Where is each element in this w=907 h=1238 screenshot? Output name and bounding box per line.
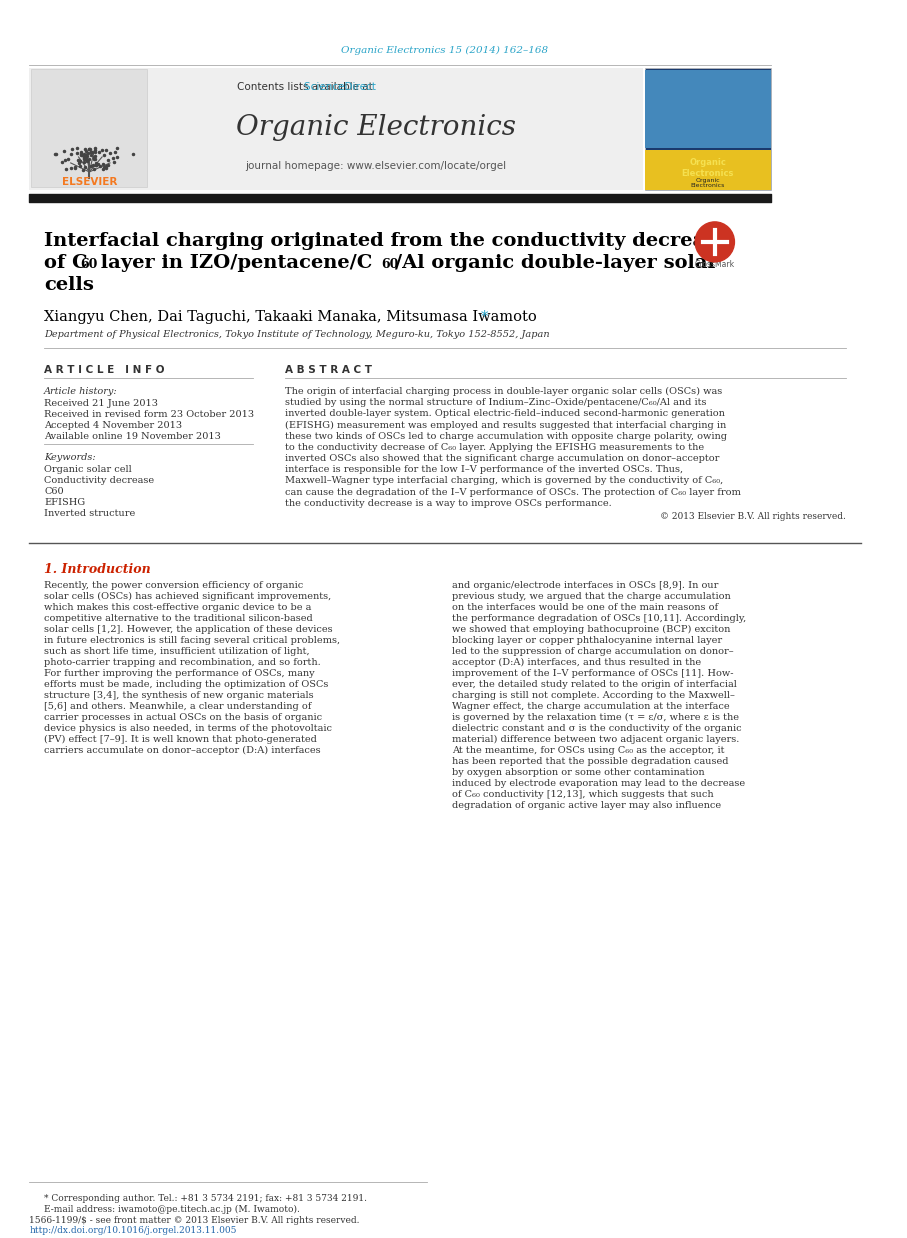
Text: Received in revised form 23 October 2013: Received in revised form 23 October 2013 <box>44 410 254 418</box>
Text: competitive alternative to the traditional silicon-based: competitive alternative to the tradition… <box>44 614 313 623</box>
Text: inverted double-layer system. Optical electric-field–induced second-harmonic gen: inverted double-layer system. Optical el… <box>285 410 725 418</box>
Text: layer in IZO/pentacene/C: layer in IZO/pentacene/C <box>94 254 373 272</box>
Text: *: * <box>481 310 489 324</box>
Text: 1. Introduction: 1. Introduction <box>44 563 151 576</box>
Text: Organic
Electronics: Organic Electronics <box>691 177 725 188</box>
Text: Contents lists available at: Contents lists available at <box>237 82 376 92</box>
Text: Organic
Electronics: Organic Electronics <box>682 158 734 177</box>
Text: Organic solar cell: Organic solar cell <box>44 464 132 474</box>
Text: degradation of organic active layer may also influence: degradation of organic active layer may … <box>452 801 721 810</box>
Text: Maxwell–Wagner type interfacial charging, which is governed by the conductivity : Maxwell–Wagner type interfacial charging… <box>285 477 723 485</box>
Text: C60: C60 <box>44 487 63 495</box>
Text: the performance degradation of OSCs [10,11]. Accordingly,: the performance degradation of OSCs [10,… <box>452 614 746 623</box>
Text: Received 21 June 2013: Received 21 June 2013 <box>44 399 158 407</box>
Text: 60: 60 <box>81 258 98 271</box>
Text: Conductivity decrease: Conductivity decrease <box>44 475 154 485</box>
Text: A R T I C L E   I N F O: A R T I C L E I N F O <box>44 365 165 375</box>
Text: 1566-1199/$ - see front matter © 2013 Elsevier B.V. All rights reserved.: 1566-1199/$ - see front matter © 2013 El… <box>29 1217 360 1226</box>
Text: to the conductivity decrease of C₆₀ layer. Applying the EFISHG measurements to t: to the conductivity decrease of C₆₀ laye… <box>285 443 704 452</box>
Text: studied by using the normal structure of Indium–Zinc–Oxide/pentacene/C₆₀/Al and : studied by using the normal structure of… <box>285 399 707 407</box>
Text: carriers accumulate on donor–acceptor (D:A) interfaces: carriers accumulate on donor–acceptor (D… <box>44 745 321 755</box>
Text: such as short life time, insufficient utilization of light,: such as short life time, insufficient ut… <box>44 646 310 656</box>
Text: material) difference between two adjacent organic layers.: material) difference between two adjacen… <box>452 734 739 744</box>
Text: Inverted structure: Inverted structure <box>44 509 135 517</box>
Text: cells: cells <box>44 276 94 293</box>
Text: these two kinds of OSCs led to charge accumulation with opposite charge polarity: these two kinds of OSCs led to charge ac… <box>285 432 727 441</box>
Text: [5,6] and others. Meanwhile, a clear understanding of: [5,6] and others. Meanwhile, a clear und… <box>44 702 312 711</box>
Text: of C: of C <box>44 254 88 272</box>
Text: has been reported that the possible degradation caused: has been reported that the possible degr… <box>452 756 728 765</box>
Text: ELSEVIER: ELSEVIER <box>62 177 117 187</box>
Text: is governed by the relaxation time (τ = ε/σ, where ε is the: is governed by the relaxation time (τ = … <box>452 713 738 722</box>
Text: Organic Electronics: Organic Electronics <box>236 114 516 141</box>
Text: At the meantime, for OSCs using C₆₀ as the acceptor, it: At the meantime, for OSCs using C₆₀ as t… <box>452 745 724 755</box>
FancyBboxPatch shape <box>645 68 771 189</box>
Text: device physics is also needed, in terms of the photovoltaic: device physics is also needed, in terms … <box>44 724 332 733</box>
Text: by oxygen absorption or some other contamination: by oxygen absorption or some other conta… <box>452 768 704 776</box>
Text: led to the suppression of charge accumulation on donor–: led to the suppression of charge accumul… <box>452 646 733 656</box>
FancyBboxPatch shape <box>645 150 771 189</box>
Text: solar cells (OSCs) has achieved significant improvements,: solar cells (OSCs) has achieved signific… <box>44 592 331 600</box>
Text: For further improving the performance of OSCs, many: For further improving the performance of… <box>44 669 315 677</box>
Text: /Al organic double-layer solar: /Al organic double-layer solar <box>395 254 717 272</box>
Text: © 2013 Elsevier B.V. All rights reserved.: © 2013 Elsevier B.V. All rights reserved… <box>660 513 846 521</box>
Text: ScienceDirect: ScienceDirect <box>252 82 376 92</box>
Circle shape <box>695 222 735 262</box>
FancyBboxPatch shape <box>29 68 643 189</box>
Text: photo-carrier trapping and recombination, and so forth.: photo-carrier trapping and recombination… <box>44 657 321 667</box>
FancyBboxPatch shape <box>645 71 771 147</box>
Text: ever, the detailed study related to the origin of interfacial: ever, the detailed study related to the … <box>452 680 736 688</box>
Text: Xiangyu Chen, Dai Taguchi, Takaaki Manaka, Mitsumasa Iwamoto: Xiangyu Chen, Dai Taguchi, Takaaki Manak… <box>44 310 537 324</box>
Text: Accepted 4 November 2013: Accepted 4 November 2013 <box>44 421 182 430</box>
Text: dielectric constant and σ is the conductivity of the organic: dielectric constant and σ is the conduct… <box>452 724 741 733</box>
Text: previous study, we argued that the charge accumulation: previous study, we argued that the charg… <box>452 592 730 600</box>
Text: The origin of interfacial charging process in double-layer organic solar cells (: The origin of interfacial charging proce… <box>285 386 722 396</box>
Text: efforts must be made, including the optimization of OSCs: efforts must be made, including the opti… <box>44 680 328 688</box>
Text: Keywords:: Keywords: <box>44 453 96 462</box>
Text: interface is responsible for the low I–V performance of the inverted OSCs. Thus,: interface is responsible for the low I–V… <box>285 465 683 474</box>
Text: in future electronics is still facing several critical problems,: in future electronics is still facing se… <box>44 636 340 645</box>
Text: which makes this cost-effective organic device to be a: which makes this cost-effective organic … <box>44 603 312 612</box>
Text: solar cells [1,2]. However, the application of these devices: solar cells [1,2]. However, the applicat… <box>44 625 333 634</box>
Text: Wagner effect, the charge accumulation at the interface: Wagner effect, the charge accumulation a… <box>452 702 729 711</box>
Text: carrier processes in actual OSCs on the basis of organic: carrier processes in actual OSCs on the … <box>44 713 322 722</box>
Text: journal homepage: www.elsevier.com/locate/orgel: journal homepage: www.elsevier.com/locat… <box>246 161 507 171</box>
Text: and organic/electrode interfaces in OSCs [8,9]. In our: and organic/electrode interfaces in OSCs… <box>452 581 718 589</box>
Text: of C₆₀ conductivity [12,13], which suggests that such: of C₆₀ conductivity [12,13], which sugge… <box>452 790 713 799</box>
Text: * Corresponding author. Tel.: +81 3 5734 2191; fax: +81 3 5734 2191.: * Corresponding author. Tel.: +81 3 5734… <box>44 1195 367 1203</box>
Text: structure [3,4], the synthesis of new organic materials: structure [3,4], the synthesis of new or… <box>44 691 314 699</box>
Text: Recently, the power conversion efficiency of organic: Recently, the power conversion efficienc… <box>44 581 304 589</box>
Text: A B S T R A C T: A B S T R A C T <box>285 365 372 375</box>
Text: induced by electrode evaporation may lead to the decrease: induced by electrode evaporation may lea… <box>452 779 745 787</box>
Text: blocking layer or copper phthalocyanine internal layer: blocking layer or copper phthalocyanine … <box>452 636 722 645</box>
Text: Article history:: Article history: <box>44 386 118 396</box>
Text: the conductivity decrease is a way to improve OSCs performance.: the conductivity decrease is a way to im… <box>285 499 611 508</box>
Text: EFISHG: EFISHG <box>44 498 85 506</box>
Text: http://dx.doi.org/10.1016/j.orgel.2013.11.005: http://dx.doi.org/10.1016/j.orgel.2013.1… <box>29 1227 237 1236</box>
Text: we showed that employing bathocuproine (BCP) exciton: we showed that employing bathocuproine (… <box>452 625 730 634</box>
Text: inverted OSCs also showed that the significant charge accumulation on donor–acce: inverted OSCs also showed that the signi… <box>285 454 719 463</box>
Text: (PV) effect [7–9]. It is well known that photo-generated: (PV) effect [7–9]. It is well known that… <box>44 734 317 744</box>
Text: Interfacial charging originated from the conductivity decrease: Interfacial charging originated from the… <box>44 232 728 250</box>
Text: Organic Electronics 15 (2014) 162–168: Organic Electronics 15 (2014) 162–168 <box>341 46 549 54</box>
Text: improvement of the I–V performance of OSCs [11]. How-: improvement of the I–V performance of OS… <box>452 669 733 677</box>
Text: Available online 19 November 2013: Available online 19 November 2013 <box>44 432 221 441</box>
Text: Department of Physical Electronics, Tokyo Institute of Technology, Meguro-ku, To: Department of Physical Electronics, Toky… <box>44 329 550 339</box>
Text: CrossMark: CrossMark <box>695 260 735 270</box>
Text: charging is still not complete. According to the Maxwell–: charging is still not complete. Accordin… <box>452 691 735 699</box>
Text: 60: 60 <box>381 258 398 271</box>
Text: on the interfaces would be one of the main reasons of: on the interfaces would be one of the ma… <box>452 603 717 612</box>
Text: acceptor (D:A) interfaces, and thus resulted in the: acceptor (D:A) interfaces, and thus resu… <box>452 657 701 667</box>
FancyBboxPatch shape <box>32 69 147 187</box>
Text: (EFISHG) measurement was employed and results suggested that interfacial chargin: (EFISHG) measurement was employed and re… <box>285 421 726 430</box>
Text: E-mail address: iwamoto@pe.titech.ac.jp (M. Iwamoto).: E-mail address: iwamoto@pe.titech.ac.jp … <box>44 1205 300 1213</box>
Text: can cause the degradation of the I–V performance of OSCs. The protection of C₆₀ : can cause the degradation of the I–V per… <box>285 488 741 496</box>
